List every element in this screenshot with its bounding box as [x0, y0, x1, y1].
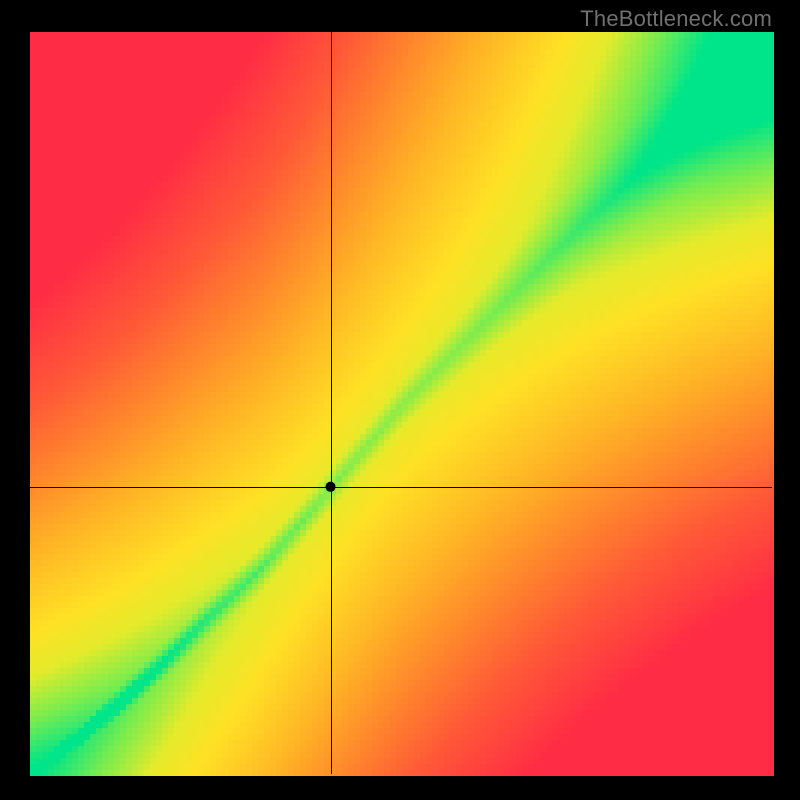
bottleneck-heatmap: [0, 0, 800, 800]
chart-container: TheBottleneck.com: [0, 0, 800, 800]
watermark-text: TheBottleneck.com: [580, 6, 772, 32]
